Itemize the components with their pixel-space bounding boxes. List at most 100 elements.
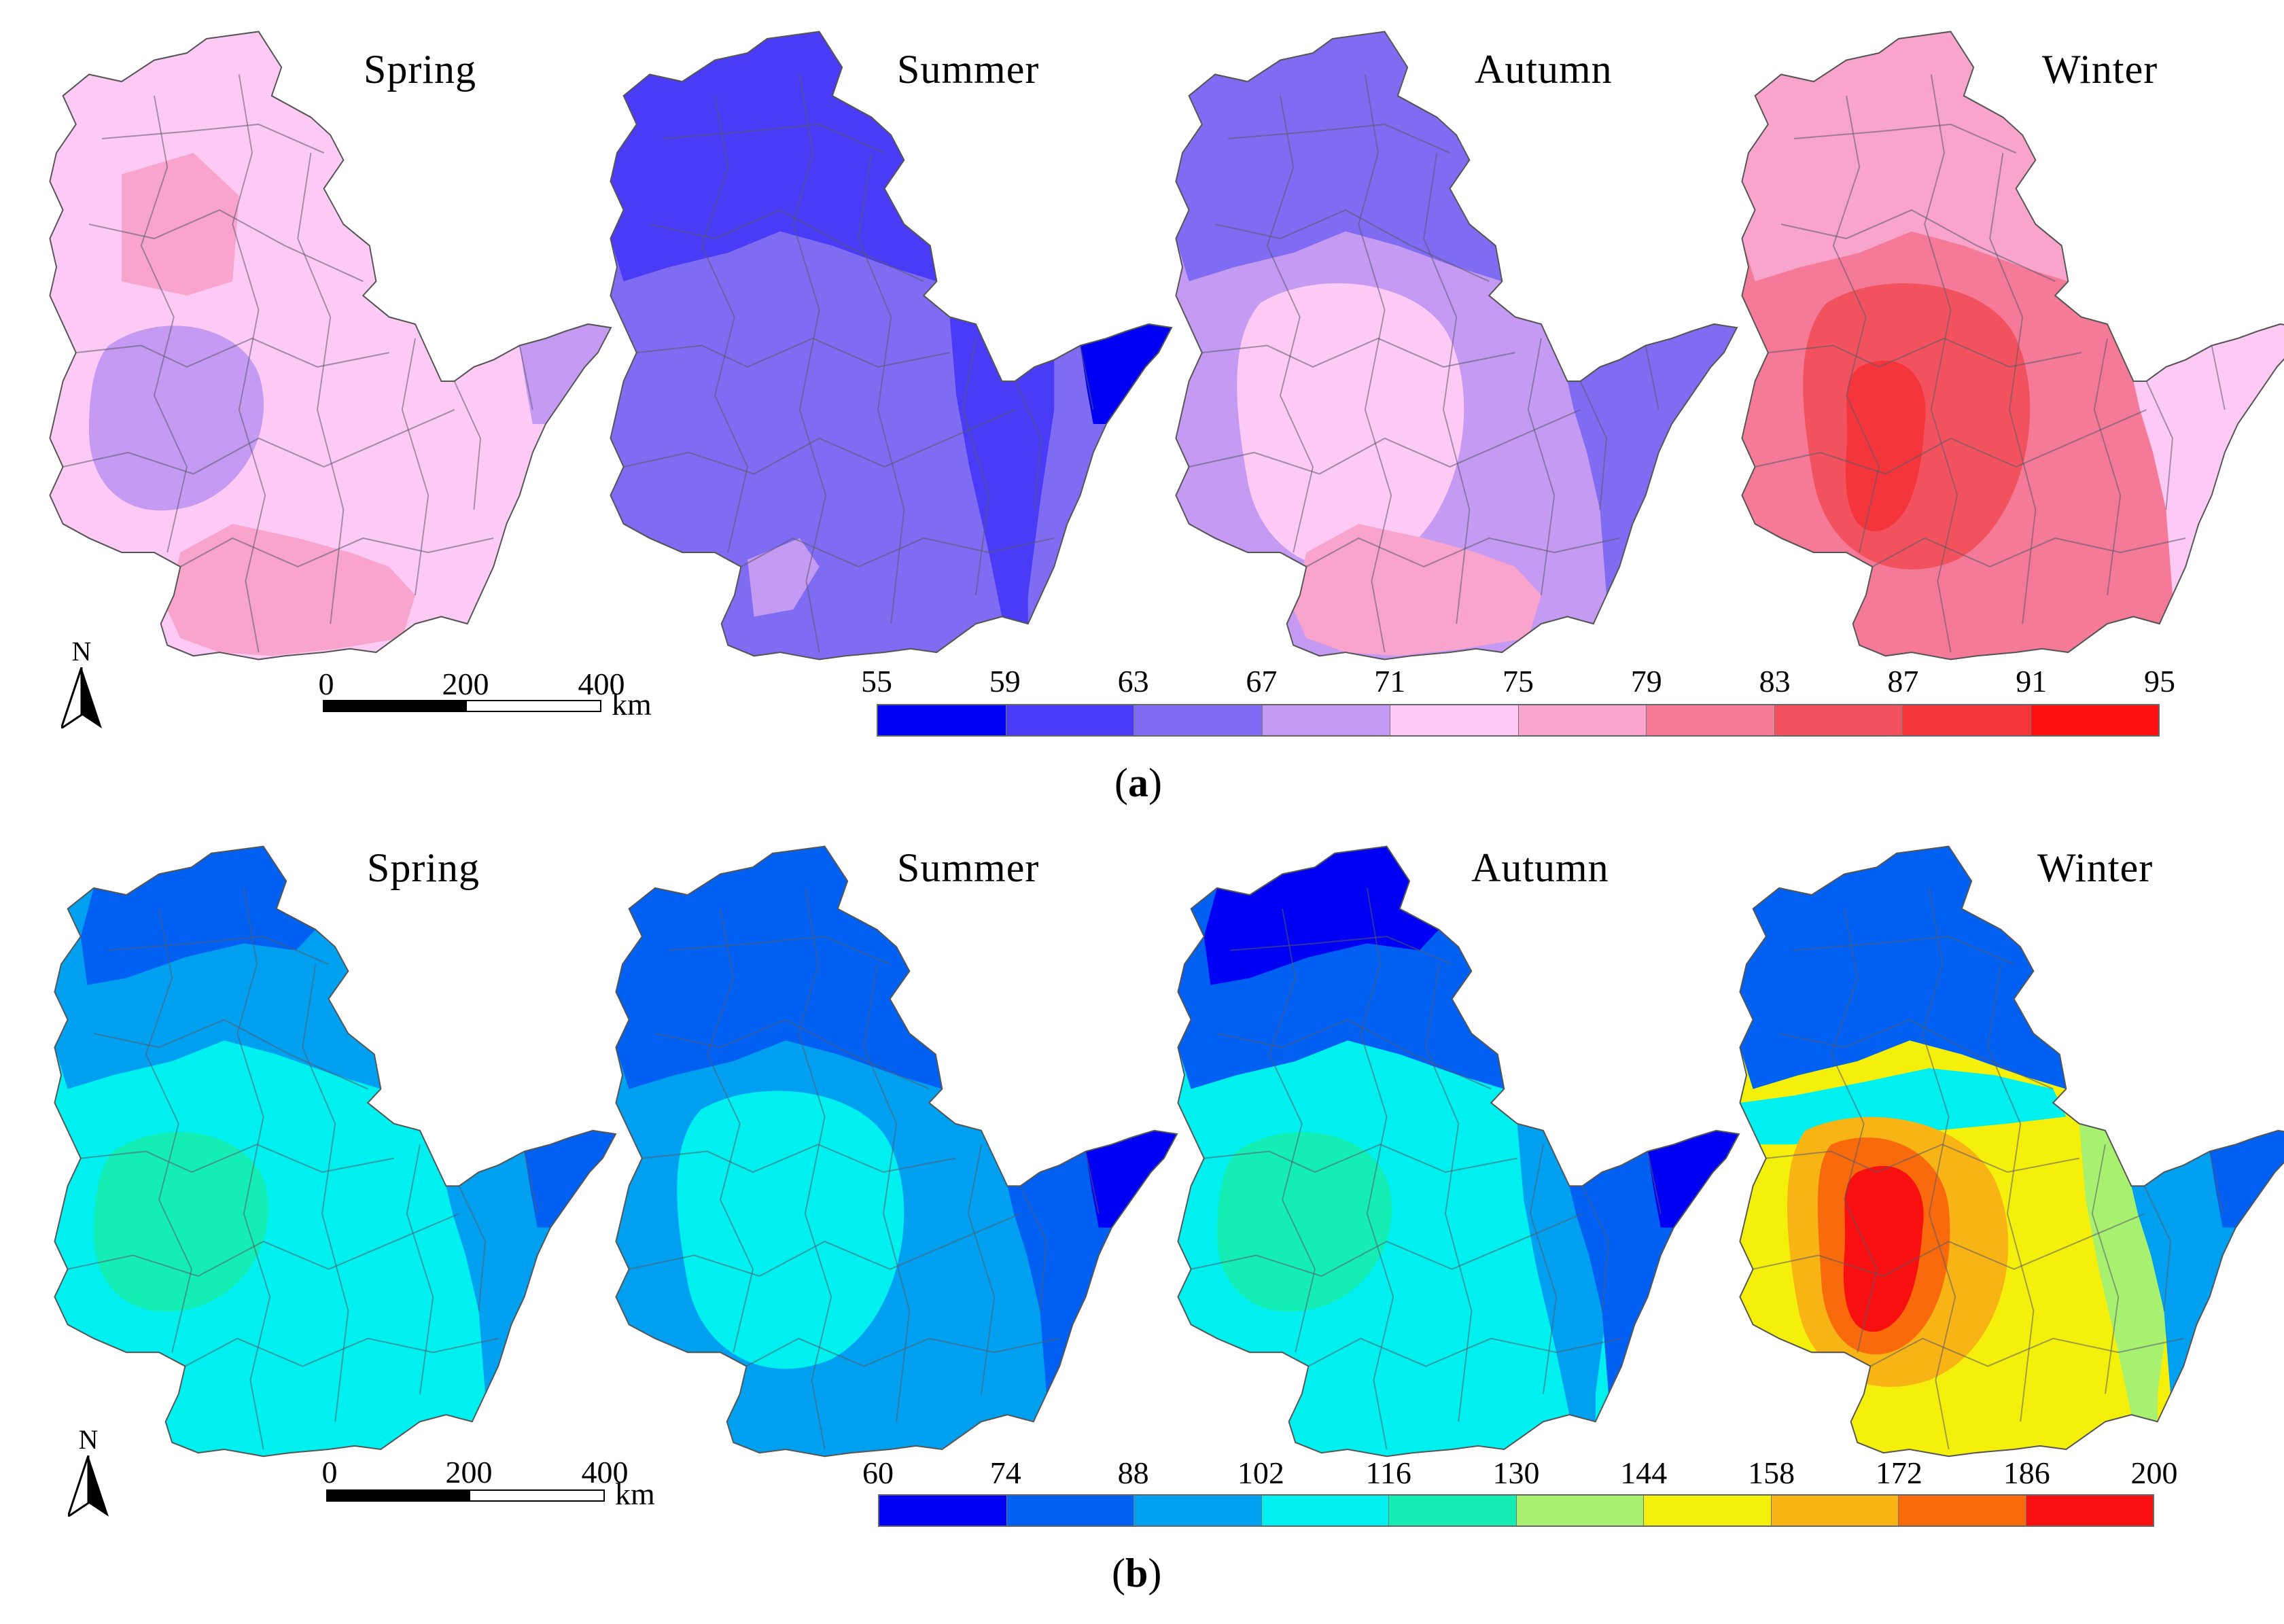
legend-tick: 186 (2003, 1455, 2050, 1490)
legend-swatch (878, 705, 1006, 735)
city-boundary (663, 123, 885, 154)
map-zone-top (122, 152, 239, 296)
map-zone-north (1740, 846, 2067, 1089)
city-boundary (1529, 1144, 1558, 1394)
city-boundary (1647, 1151, 1662, 1214)
legend-swatch (1261, 1496, 1389, 1525)
legend-swatch (1518, 705, 1647, 735)
north-label: N (78, 1424, 99, 1455)
legend-swatch (1647, 705, 1775, 735)
scale-bar: 0 200 400 km (319, 666, 652, 722)
city-boundary (1989, 152, 2037, 624)
city-boundary (1832, 95, 1880, 553)
scale-tick-200: 200 (445, 1455, 493, 1489)
legend-tick: 60 (862, 1455, 894, 1490)
legend-tick: 172 (1875, 1455, 1922, 1490)
season-maps-b (54, 845, 2284, 1458)
color-legend-b (878, 1494, 2154, 1527)
city-boundary (2211, 345, 2226, 410)
legend-swatch (1390, 705, 1519, 735)
legend-tick: 158 (1748, 1455, 1795, 1490)
season-maps-a (49, 31, 2284, 660)
city-boundary (745, 1337, 1060, 1367)
city-boundary (1358, 74, 1392, 653)
city-boundary (1579, 381, 1607, 510)
map-zone-peninsula (446, 1130, 616, 1394)
map-spring-a (49, 31, 612, 660)
city-boundary (1527, 338, 1556, 596)
city-boundary (80, 1144, 394, 1173)
city-boundary (798, 887, 832, 1450)
scale-bar-black (326, 1489, 469, 1502)
panel-a: Spring Summer Autumn Winter N 0 200 400 … (49, 31, 2284, 805)
city-boundary (2143, 1185, 2171, 1311)
map-summer-b (615, 845, 1178, 1458)
city-boundary (654, 1019, 930, 1090)
city-boundary (302, 964, 349, 1422)
city-boundary (863, 964, 911, 1422)
legend-tick: 63 (1117, 664, 1149, 699)
city-boundary (1189, 409, 1581, 475)
caption-open: ( (1114, 760, 1128, 805)
north-arrow: N (59, 635, 102, 732)
city-boundary (1360, 887, 1394, 1450)
map-zone-peninsula-tip (1080, 323, 1172, 424)
map-zone-blob-west (89, 325, 264, 511)
legend-tick: 91 (2016, 664, 2048, 699)
scale-tick-400: 400 (581, 1455, 629, 1489)
legend-swatch (1774, 705, 1903, 735)
region-outline (54, 845, 617, 1458)
caption-open: ( (1112, 1551, 1125, 1595)
map-zone-north (616, 846, 943, 1089)
city-boundary (2093, 338, 2122, 596)
scale-tick-200: 200 (442, 667, 489, 701)
map-zone-blob-west (94, 1132, 269, 1312)
city-boundary (701, 95, 749, 553)
legend-swatch (1006, 1496, 1134, 1525)
legend-swatch (1134, 1496, 1262, 1525)
city-boundary (706, 908, 754, 1353)
map-zone-centre (677, 1091, 904, 1369)
map-winter-a (1741, 31, 2284, 660)
city-boundary (179, 537, 494, 568)
city-boundary (145, 908, 193, 1353)
city-boundary (88, 209, 364, 282)
map-autumn-b (1177, 845, 1740, 1458)
scale-bar-white (465, 700, 601, 712)
city-boundary (67, 1213, 459, 1277)
legend-swatch (1134, 705, 1263, 735)
north-label: N (71, 636, 92, 667)
city-boundary (63, 409, 455, 475)
city-boundary (1765, 1144, 2079, 1173)
caption-close: ) (1148, 760, 1162, 805)
map-zone-east (949, 317, 1055, 624)
city-boundary (858, 152, 905, 624)
city-boundary (1079, 345, 1094, 410)
city-boundary (642, 1144, 955, 1173)
legend-tick: 102 (1237, 1455, 1284, 1490)
city-boundary (1778, 1019, 2054, 1090)
city-boundary (1305, 537, 1620, 568)
city-boundary (523, 1151, 538, 1214)
scale-bar-white (469, 1489, 605, 1502)
legend-swatch (2031, 705, 2158, 735)
city-boundary (93, 1019, 368, 1090)
city-boundary (1753, 1213, 2145, 1277)
map-zone-south-spot (748, 537, 820, 617)
scale-tick-0: 0 (318, 667, 334, 701)
north-arrow-icon (66, 1455, 109, 1519)
legend-tick: 55 (861, 664, 892, 699)
legend-swatch (1389, 1496, 1517, 1525)
city-boundary (967, 1144, 996, 1394)
map-zone-south (167, 523, 415, 656)
city-boundary (232, 74, 266, 653)
legend-tick: 95 (2144, 664, 2175, 699)
map-zone-peninsula (2133, 323, 2284, 595)
caption-close: ) (1148, 1551, 1162, 1595)
city-boundary (1768, 337, 2081, 368)
color-legend-a (877, 704, 2160, 737)
city-boundary (1085, 1151, 1100, 1214)
city-boundary (1794, 123, 2016, 154)
city-boundary (140, 95, 188, 553)
legend-swatch (1903, 705, 2031, 735)
